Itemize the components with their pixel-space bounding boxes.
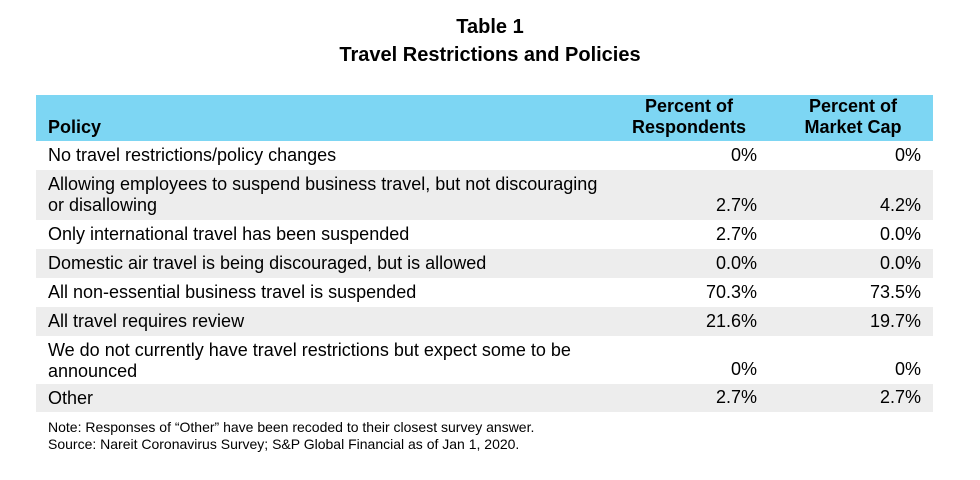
table-row: Only international travel has been suspe… <box>36 220 933 249</box>
row-respondents: 2.7% <box>715 224 757 244</box>
row-policy: We do not currently have travel restrict… <box>48 340 571 381</box>
table-header: Policy Percent of Respondents Percent of… <box>36 95 933 141</box>
table-row: All travel requires review 21.6% 19.7% <box>36 307 933 336</box>
table-row: Allowing employees to suspend business t… <box>36 170 933 220</box>
header-policy: Policy <box>48 117 102 137</box>
row-respondents: 70.3% <box>705 282 757 302</box>
table-notes: Note: Responses of “Other” have been rec… <box>48 419 534 453</box>
row-respondents: 2.7% <box>715 387 757 407</box>
table-title: Table 1 <box>456 16 524 38</box>
header-respondents: Percent of Respondents <box>614 96 764 138</box>
row-market-cap: 4.2% <box>879 195 921 215</box>
table-title-block: Table 1 Travel Restrictions and Policies <box>0 14 980 68</box>
row-respondents: 2.7% <box>715 195 757 215</box>
row-respondents: 0% <box>730 359 757 379</box>
header-respondents-line2: Respondents <box>631 117 746 137</box>
row-respondents: 21.6% <box>705 311 757 331</box>
row-policy: Allowing employees to suspend business t… <box>48 174 598 215</box>
table-row: All non-essential business travel is sus… <box>36 278 933 307</box>
row-market-cap: 0.0% <box>879 224 921 244</box>
row-market-cap: 73.5% <box>869 282 921 302</box>
row-market-cap: 19.7% <box>869 311 921 331</box>
header-market-cap-line2: Market Cap <box>804 117 902 137</box>
row-respondents: 0% <box>730 145 757 165</box>
table-row: We do not currently have travel restrict… <box>36 336 933 384</box>
row-policy: Domestic air travel is being discouraged… <box>48 253 487 273</box>
row-respondents: 0.0% <box>715 253 757 273</box>
row-policy: All non-essential business travel is sus… <box>48 282 417 302</box>
header-respondents-line1: Percent of <box>644 96 734 116</box>
table-row: No travel restrictions/policy changes 0%… <box>36 141 933 170</box>
row-policy: Only international travel has been suspe… <box>48 224 410 244</box>
note-text: Note: Responses of “Other” have been rec… <box>48 419 535 435</box>
source-text: Source: Nareit Coronavirus Survey; S&P G… <box>48 436 520 452</box>
row-policy: All travel requires review <box>48 311 245 331</box>
row-market-cap: 0% <box>894 359 921 379</box>
row-market-cap: 0% <box>894 145 921 165</box>
row-market-cap: 2.7% <box>879 387 921 407</box>
row-policy: No travel restrictions/policy changes <box>48 145 337 165</box>
row-policy: Other <box>48 388 94 408</box>
header-market-cap: Percent of Market Cap <box>788 96 918 138</box>
row-market-cap: 0.0% <box>879 253 921 273</box>
header-market-cap-line1: Percent of <box>808 96 898 116</box>
policy-table: Policy Percent of Respondents Percent of… <box>36 95 933 412</box>
table-row: Domestic air travel is being discouraged… <box>36 249 933 278</box>
table-subtitle: Travel Restrictions and Policies <box>339 44 641 66</box>
table-row: Other 2.7% 2.7% <box>36 384 933 412</box>
